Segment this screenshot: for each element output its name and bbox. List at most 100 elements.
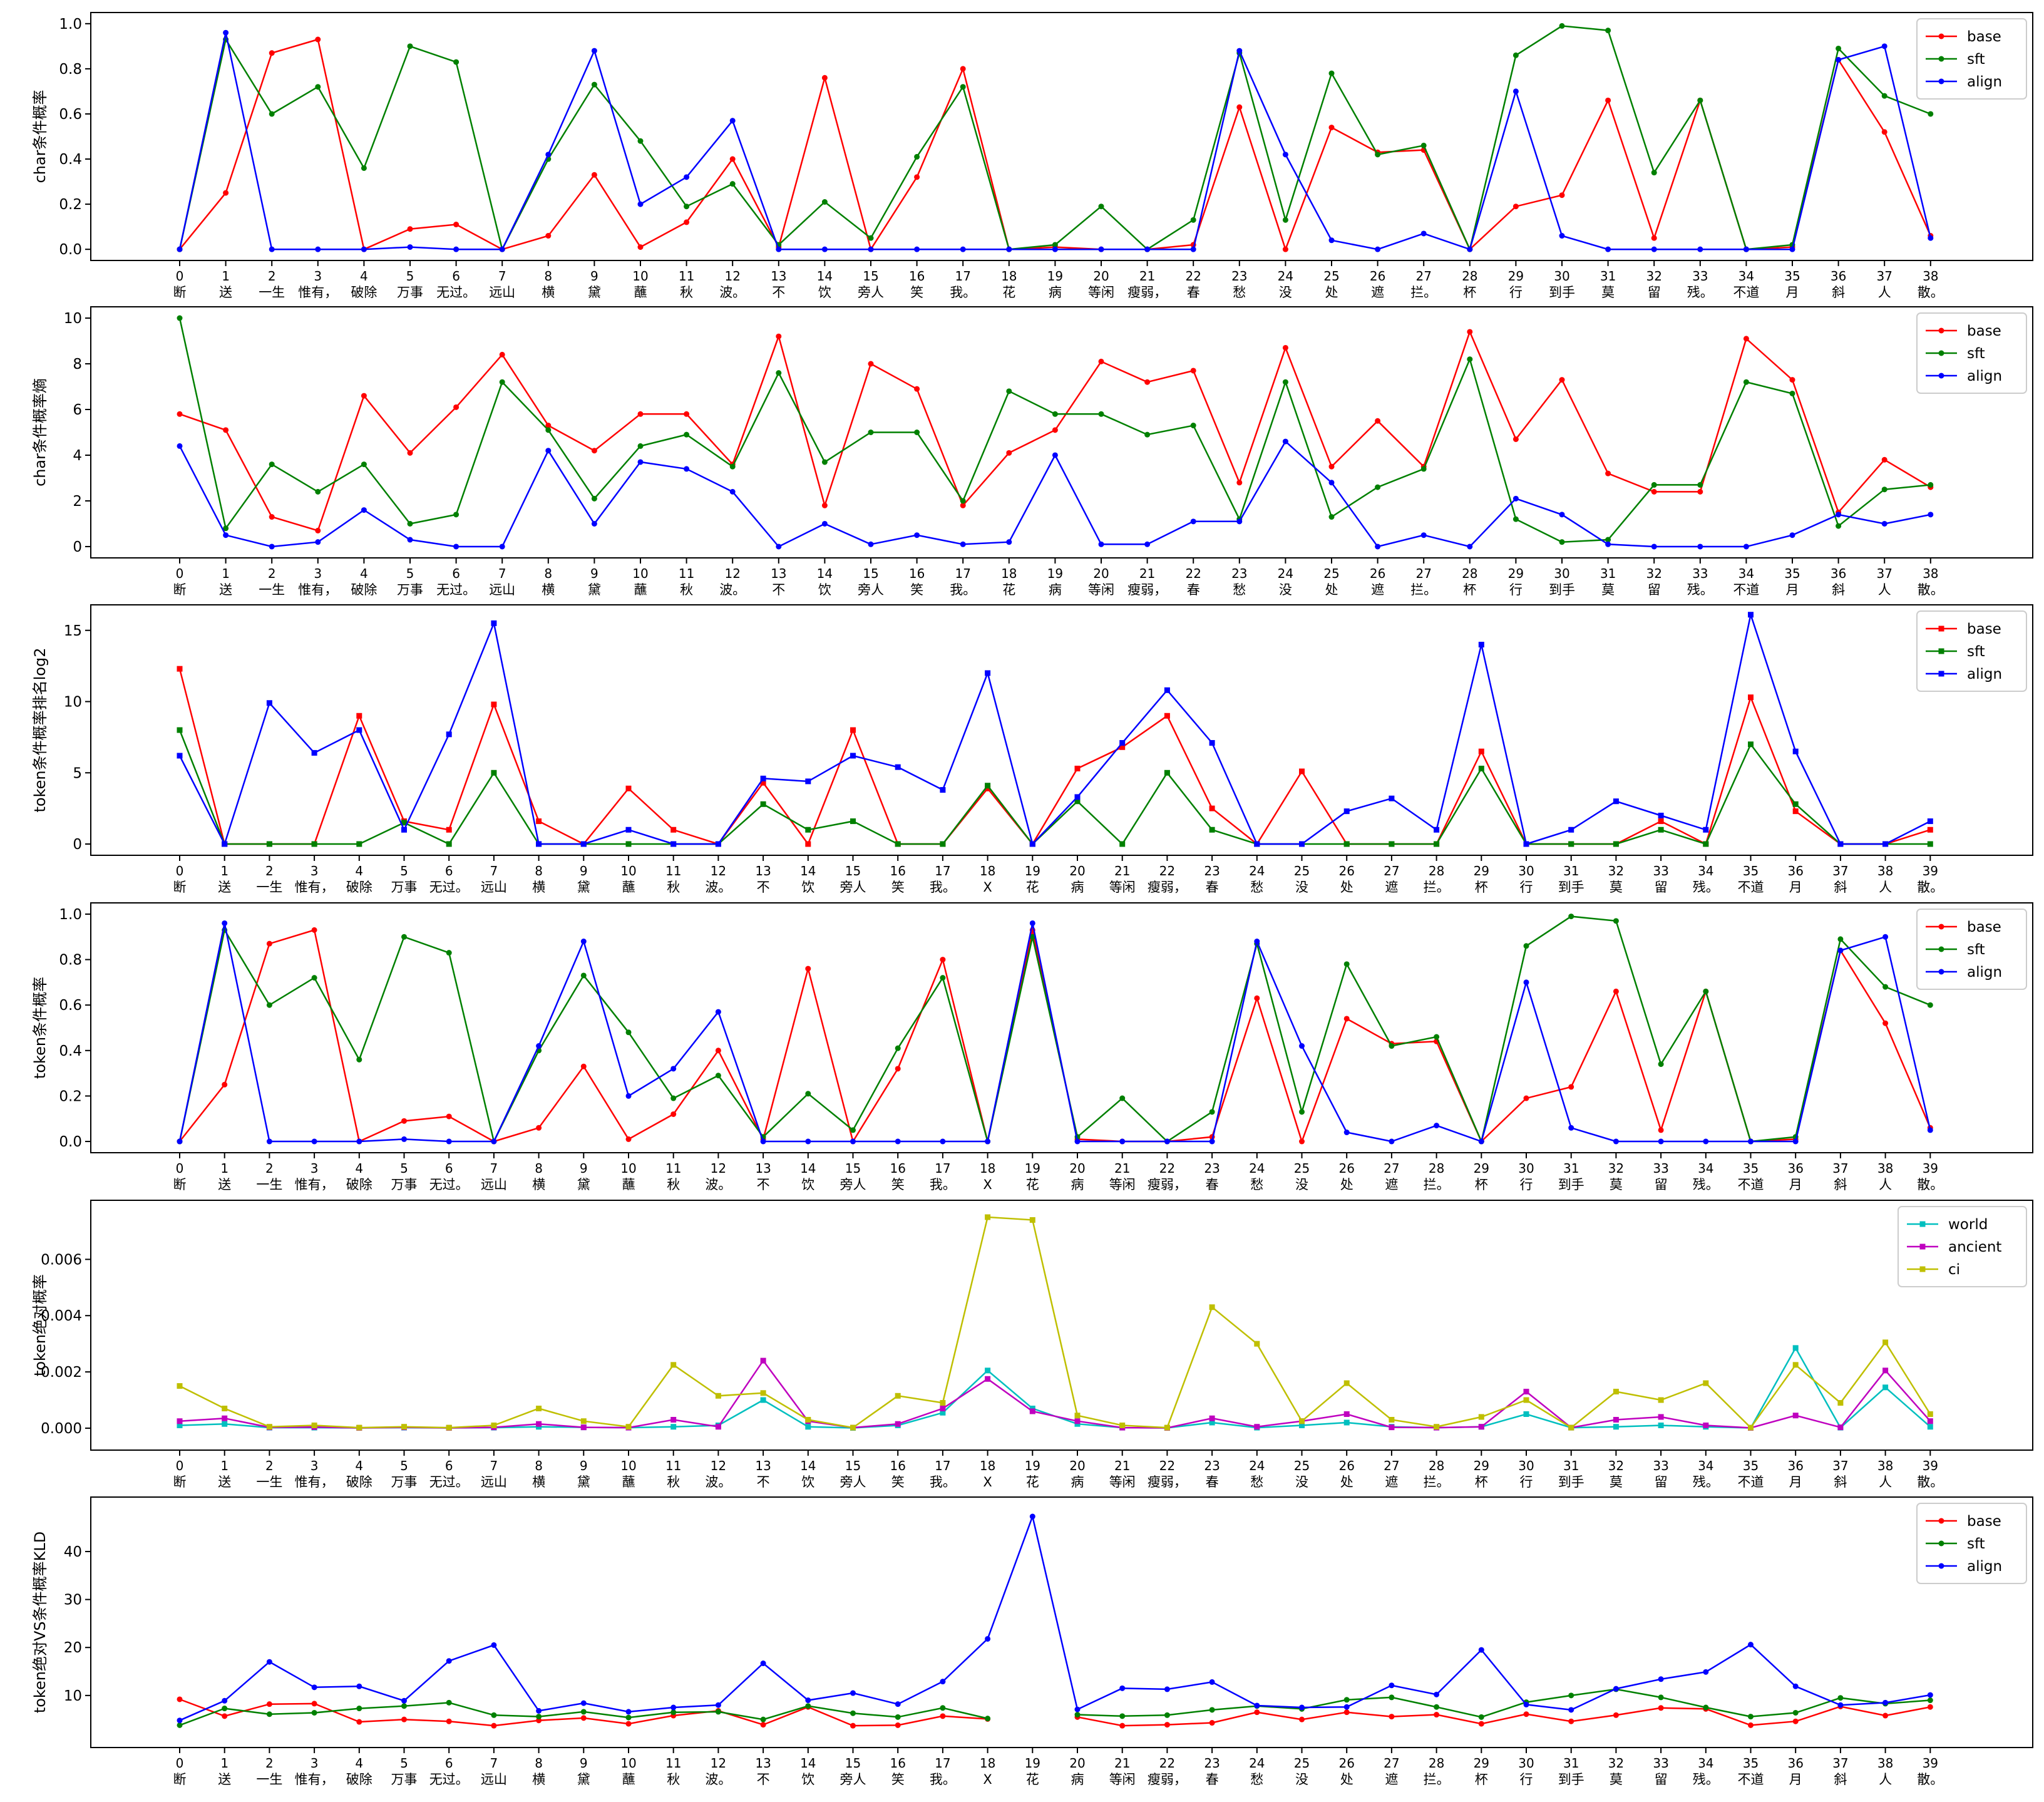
data-point (1209, 805, 1215, 811)
data-point (222, 1706, 228, 1712)
x-tick-label: 莫 (1610, 1475, 1623, 1490)
data-point (1029, 841, 1035, 847)
x-tick-number: 15 (845, 1161, 861, 1176)
data-point (776, 543, 782, 550)
x-tick-label: 我。 (930, 880, 956, 895)
x-tick-number: 26 (1338, 1161, 1354, 1176)
data-point (895, 1066, 901, 1072)
data-point (1927, 1704, 1933, 1710)
data-point (940, 841, 946, 847)
data-point (1164, 1712, 1170, 1718)
data-point (760, 1357, 766, 1364)
x-tick-number: 37 (1832, 1161, 1848, 1176)
y-axis-label: token绝对概率 (31, 1274, 49, 1376)
data-point (1697, 246, 1703, 252)
series-line-align (178, 923, 1931, 1143)
x-tick-number: 1 (222, 566, 230, 581)
data-point (545, 427, 552, 433)
data-point (715, 1709, 721, 1715)
x-tick-label: 遮 (1371, 582, 1384, 597)
x-tick-number: 7 (490, 1161, 498, 1176)
x-tick-number: 27 (1415, 566, 1431, 581)
x-tick-label: 惟有， (295, 1475, 334, 1490)
x-tick-label: 惟有， (295, 1177, 334, 1192)
data-point (1882, 1712, 1889, 1719)
data-point (1697, 481, 1703, 488)
data-point (1098, 203, 1104, 210)
x-tick-label: 远山 (481, 1475, 507, 1490)
data-point (1420, 532, 1427, 538)
data-point (1703, 1138, 1709, 1145)
x-tick-number: 3 (311, 863, 319, 878)
x-tick-label: 不 (757, 880, 770, 895)
x-tick-number: 23 (1204, 863, 1220, 878)
legend: base sft align (1916, 610, 2027, 692)
data-point (1881, 43, 1887, 49)
data-point (536, 841, 542, 847)
y-tick-label: 0.8 (59, 61, 82, 78)
x-tick-label: 遮 (1385, 1772, 1398, 1787)
legend-label: sft (1967, 346, 1985, 362)
x-tick-number: 39 (1923, 1756, 1938, 1771)
y-tick-label: 1.0 (59, 907, 82, 923)
data-point (446, 1658, 452, 1664)
data-point (1343, 1697, 1350, 1703)
series-ancient (177, 1357, 1933, 1431)
x-tick-number: 1 (220, 863, 229, 878)
x-tick-label: 黛 (577, 1772, 590, 1787)
data-point (1748, 1714, 1754, 1720)
x-tick-label: 春 (1206, 880, 1219, 895)
x-tick-label: 斜 (1834, 1475, 1847, 1490)
data-point (356, 1424, 362, 1431)
y-tick-label: 0.4 (59, 1043, 82, 1059)
data-point (1119, 1685, 1126, 1691)
data-point (715, 841, 721, 847)
x-tick-number: 2 (268, 269, 276, 284)
x-tick-label: 破除 (346, 1772, 372, 1787)
x-tick-number: 36 (1787, 1161, 1803, 1176)
x-tick-number: 21 (1114, 1756, 1130, 1771)
x-tick-label: 一生 (256, 1772, 282, 1787)
data-point (401, 1703, 407, 1709)
series-line-align (179, 1513, 1931, 1721)
data-point (407, 537, 413, 543)
data-point (311, 975, 317, 981)
data-point (670, 1704, 677, 1711)
x-tick-label: 我。 (930, 1772, 956, 1787)
data-point (684, 219, 690, 225)
data-point (1697, 97, 1703, 103)
legend-box (1916, 909, 2027, 990)
x-tick-label: 到手 (1558, 1177, 1584, 1192)
data-point (1119, 1722, 1126, 1729)
data-point (985, 670, 991, 676)
x-tick-label: 行 (1520, 1177, 1533, 1192)
x-tick-number: 10 (632, 566, 648, 581)
x-tick-label: 旁人 (840, 1772, 866, 1787)
x-tick-label: 蘸 (622, 880, 635, 895)
data-point (1029, 1408, 1035, 1414)
data-point (1792, 1709, 1799, 1716)
axes-frame (90, 604, 2033, 856)
data-point (1299, 1138, 1305, 1145)
data-point (545, 423, 552, 429)
x-tick-number: 7 (498, 269, 506, 284)
x-tick-label: 笑 (910, 285, 923, 300)
data-point (491, 1422, 497, 1428)
x-tick-label: 不道 (1738, 880, 1764, 895)
chart-panel-5: 10 20 30 40 token绝对VS条件概率KLD 0断 1送 2一生 3惟有， 4破除 5万… (31, 1496, 2033, 1787)
y-tick-label: 0.6 (59, 997, 82, 1014)
x-tick-number: 36 (1787, 1756, 1803, 1771)
x-tick-label: 笑 (891, 1772, 905, 1787)
data-point (760, 1138, 766, 1145)
x-tick-number: 17 (935, 1161, 950, 1176)
data-point (401, 1697, 407, 1704)
data-point (1523, 1701, 1529, 1707)
data-point (177, 1138, 183, 1145)
data-point (1748, 1138, 1754, 1145)
x-tick-number: 24 (1249, 1756, 1265, 1771)
x-tick-number: 8 (544, 269, 552, 284)
x-tick-label: 莫 (1610, 1177, 1623, 1192)
legend-swatch-marker (1919, 1221, 1926, 1227)
data-point (914, 246, 920, 252)
legend-box (1898, 1206, 2027, 1287)
